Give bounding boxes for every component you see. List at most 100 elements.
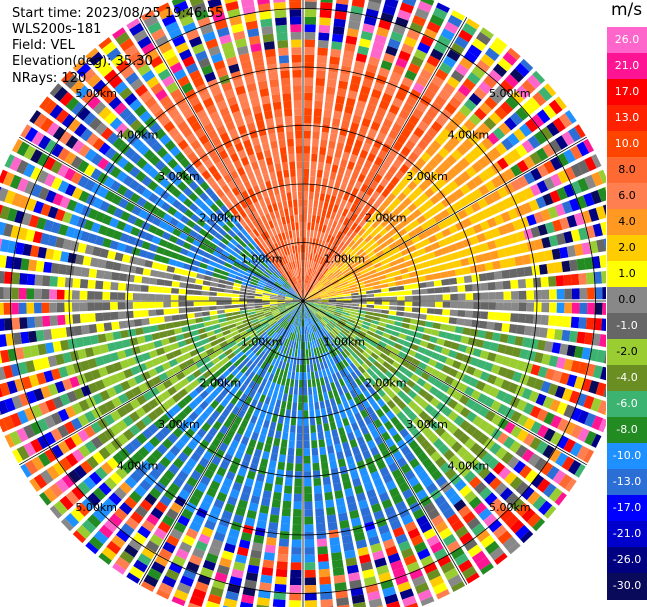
velocity-gate — [299, 379, 303, 388]
velocity-gate — [176, 7, 192, 20]
velocity-gate — [318, 561, 330, 570]
velocity-gate — [540, 276, 549, 288]
velocity-gate — [50, 412, 63, 426]
velocity-gate — [291, 539, 302, 548]
velocity-gate — [110, 282, 119, 291]
velocity-gate — [402, 197, 412, 207]
velocity-gate — [77, 159, 90, 173]
velocity-gate — [439, 271, 449, 279]
velocity-gate — [89, 471, 102, 485]
velocity-gate — [160, 390, 171, 401]
velocity-gate — [181, 464, 193, 475]
velocity-gate — [66, 390, 78, 403]
velocity-gate — [317, 239, 323, 248]
velocity-gate — [376, 564, 390, 576]
velocity-gate — [126, 456, 139, 469]
velocity-gate — [243, 321, 252, 327]
velocity-gate — [133, 559, 148, 573]
velocity-gate — [305, 341, 308, 350]
velocity-gate — [40, 203, 52, 217]
velocity-gate — [338, 251, 346, 259]
velocity-gate — [313, 297, 321, 300]
velocity-gate — [129, 566, 144, 580]
velocity-gate — [150, 507, 164, 520]
velocity-gate — [210, 192, 220, 203]
velocity-gate — [182, 534, 196, 547]
velocity-gate — [198, 228, 208, 237]
velocity-gate — [356, 248, 365, 256]
velocity-gate — [490, 364, 501, 375]
velocity-gate — [148, 285, 157, 293]
velocity-gate — [234, 38, 248, 48]
velocity-gate — [326, 242, 332, 251]
velocity-gate — [477, 156, 490, 169]
velocity-gate — [452, 232, 462, 242]
velocity-gate — [504, 514, 519, 528]
velocity-gate — [285, 409, 291, 418]
velocity-gate — [327, 306, 336, 310]
velocity-gate — [319, 232, 325, 241]
velocity-gate — [294, 310, 299, 318]
velocity-gate — [165, 224, 175, 234]
velocity-gate — [270, 275, 277, 282]
velocity-gate — [472, 283, 481, 292]
velocity-gate — [312, 386, 318, 395]
velocity-gate — [397, 581, 412, 593]
velocity-gate — [163, 308, 172, 315]
velocity-gate — [292, 301, 301, 302]
velocity-gate — [208, 352, 218, 360]
velocity-gate — [167, 386, 177, 396]
velocity-gate — [76, 85, 90, 100]
velocity-gate — [358, 265, 367, 272]
velocity-gate — [255, 288, 264, 293]
velocity-gate — [320, 248, 326, 257]
velocity-gate — [499, 333, 509, 344]
velocity-gate — [381, 309, 389, 314]
velocity-gate — [222, 477, 233, 488]
velocity-gate — [239, 393, 248, 402]
velocity-gate — [533, 238, 544, 250]
velocity-gate — [201, 170, 212, 180]
velocity-gate — [198, 365, 208, 374]
velocity-gate — [151, 375, 162, 386]
velocity-gate — [419, 288, 428, 295]
velocity-gate — [287, 447, 295, 456]
velocity-gate — [276, 335, 283, 343]
velocity-gate — [221, 344, 231, 352]
velocity-gate — [182, 568, 197, 580]
velocity-gate — [243, 216, 252, 225]
velocity-gate — [321, 131, 329, 141]
velocity-gate — [462, 511, 476, 524]
velocity-gate — [313, 296, 321, 299]
velocity-gate — [361, 231, 370, 240]
velocity-gate — [569, 145, 583, 160]
velocity-gate — [229, 103, 240, 114]
velocity-gate — [250, 318, 259, 324]
velocity-gate — [430, 182, 441, 194]
velocity-gate — [398, 482, 410, 493]
velocity-gate — [49, 315, 58, 326]
velocity-gate — [124, 113, 138, 126]
velocity-gate — [70, 417, 83, 431]
velocity-gate — [336, 323, 344, 330]
velocity-gate — [513, 128, 526, 142]
velocity-gate — [431, 368, 441, 378]
velocity-gate — [321, 369, 327, 378]
velocity-gate — [3, 287, 12, 300]
velocity-gate — [350, 253, 359, 261]
velocity-gate — [119, 87, 133, 100]
velocity-gate — [24, 460, 38, 475]
velocity-gate — [3, 223, 14, 237]
velocity-gate — [348, 281, 357, 286]
velocity-gate — [435, 114, 448, 127]
velocity-gate — [139, 90, 153, 103]
velocity-gate — [216, 301, 225, 305]
velocity-gate — [231, 225, 240, 234]
velocity-gate — [362, 450, 372, 460]
velocity-gate — [294, 294, 301, 300]
velocity-gate — [504, 74, 519, 88]
velocity-gate — [217, 309, 225, 314]
velocity-gate — [420, 221, 431, 231]
velocity-gate — [258, 350, 266, 359]
velocity-gate — [310, 161, 317, 170]
